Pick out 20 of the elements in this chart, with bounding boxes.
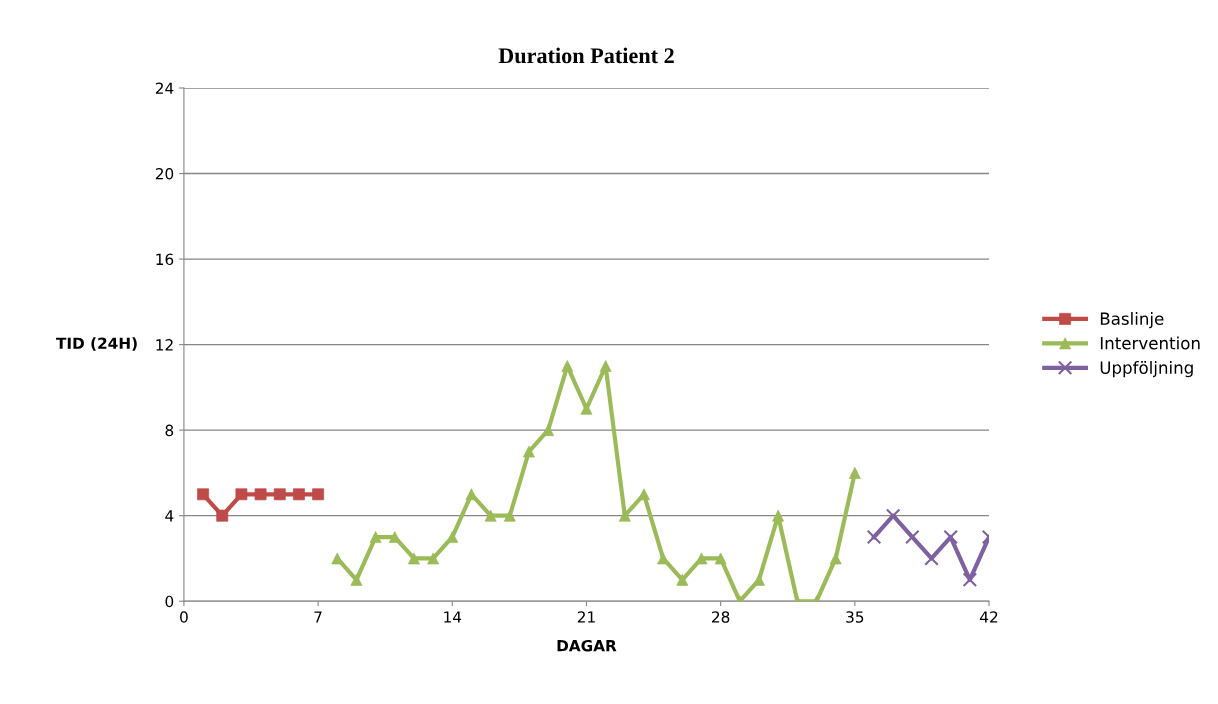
x-tick-label: 14 (444, 611, 462, 623)
y-tick-label: 8 (165, 424, 174, 437)
y-tick-label: 12 (156, 339, 173, 351)
y-axis-title: TID (24H) (56, 337, 137, 351)
x-axis-title: DAGAR (557, 639, 617, 652)
x-tick-label: 21 (577, 611, 595, 623)
x-tick-label: 7 (314, 611, 322, 623)
x-tick-label: 0 (180, 611, 188, 623)
y-tick-label: 16 (156, 253, 174, 266)
y-tick-label: 24 (155, 82, 174, 94)
legend-label: Uppföljning (1100, 361, 1193, 378)
legend-label: Baslinje (1100, 312, 1164, 329)
x-tick-label: 42 (980, 611, 998, 623)
chart-title: Duration Patient 2 (498, 47, 674, 64)
x-tick-label: 35 (846, 611, 864, 623)
y-tick-label: 20 (155, 168, 174, 180)
x-tick-label: 28 (712, 611, 730, 623)
y-tick-label: 0 (165, 595, 174, 608)
legend-label: Intervention (1100, 336, 1200, 350)
y-tick-label: 4 (165, 510, 174, 522)
